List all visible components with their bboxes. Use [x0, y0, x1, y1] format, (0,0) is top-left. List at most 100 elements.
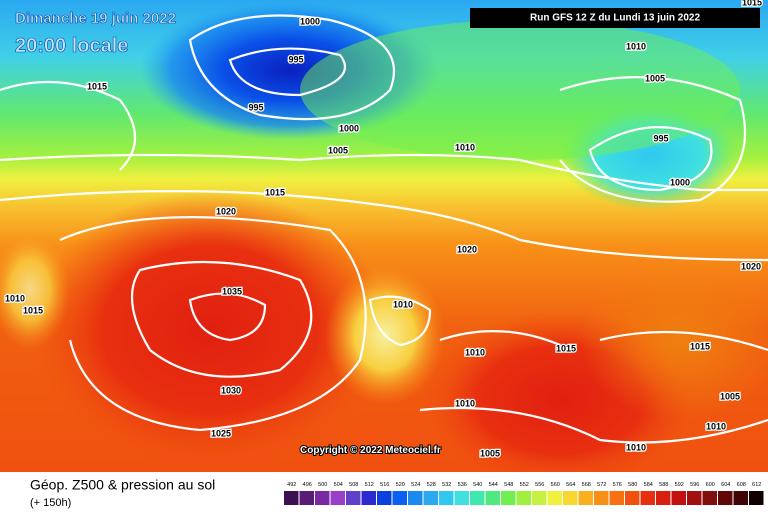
scale-label: 532 — [442, 482, 451, 488]
isobar-label: 1000 — [670, 177, 690, 187]
isobar-label: 1010 — [393, 299, 413, 309]
scale-label: 544 — [489, 482, 498, 488]
isobar-label: 995 — [653, 133, 668, 143]
isobar-label: 1020 — [457, 244, 477, 254]
scale-swatch — [733, 491, 748, 505]
scale-swatch — [547, 491, 562, 505]
scale-swatch — [284, 491, 299, 505]
scale-label: 540 — [473, 482, 482, 488]
scale-label: 508 — [349, 482, 358, 488]
scale-label: 536 — [458, 482, 467, 488]
isobar-label: 1005 — [720, 391, 740, 401]
scale-swatch — [609, 491, 624, 505]
scale-label: 600 — [706, 482, 715, 488]
scale-swatch — [377, 491, 392, 505]
isobar-label: 1010 — [5, 293, 25, 303]
isobar-label: 1015 — [265, 187, 285, 197]
scale-swatch — [625, 491, 640, 505]
isobar-label: 1005 — [645, 73, 665, 83]
scale-swatch — [563, 491, 578, 505]
isobar-label: 1000 — [300, 16, 320, 26]
scale-label: 520 — [396, 482, 405, 488]
scale-label: 556 — [535, 482, 544, 488]
scale-label: 612 — [752, 482, 761, 488]
scale-swatch — [439, 491, 454, 505]
scale-swatch — [485, 491, 500, 505]
scale-label: 564 — [566, 482, 575, 488]
isobar-label: 1015 — [690, 341, 710, 351]
scale-label: 584 — [644, 482, 653, 488]
scale-swatch — [594, 491, 609, 505]
isobar-label: 1015 — [23, 305, 43, 315]
isobar-label: 1025 — [211, 428, 231, 438]
scale-label: 548 — [504, 482, 513, 488]
scale-swatch — [501, 491, 516, 505]
scale-swatch — [656, 491, 671, 505]
field — [0, 0, 768, 490]
isobar-label: 1010 — [455, 142, 475, 152]
scale-label: 576 — [613, 482, 622, 488]
scale-swatch — [687, 491, 702, 505]
scale-swatch — [702, 491, 717, 505]
scale-swatch — [578, 491, 593, 505]
scale-swatch — [470, 491, 485, 505]
copyright: Copyright © 2022 Meteociel.fr — [300, 445, 441, 456]
run-box — [470, 8, 760, 28]
isobar-label: 1030 — [221, 385, 241, 395]
time: 20:00 locale — [15, 35, 128, 57]
scale-swatch — [361, 491, 376, 505]
legend-lead: (+ 150h) — [30, 497, 71, 509]
isobar-label: 1010 — [465, 347, 485, 357]
isobar-label: 1010 — [455, 398, 475, 408]
scale-swatch — [299, 491, 314, 505]
scale-label: 592 — [675, 482, 684, 488]
isobar-label: 1015 — [556, 343, 576, 353]
isobar-label: 1015 — [87, 81, 107, 91]
scale-swatch — [671, 491, 686, 505]
scale-swatch — [640, 491, 655, 505]
scale-swatch — [749, 491, 764, 505]
legend-title: Géop. Z500 & pression au sol — [30, 477, 215, 493]
scale-swatch — [516, 491, 531, 505]
isobar-label: 1005 — [328, 145, 348, 155]
isobar-label: 1010 — [626, 442, 646, 452]
scale-swatch — [718, 491, 733, 505]
scale-label: 492 — [287, 482, 296, 488]
isobar-label: 1020 — [216, 206, 236, 216]
scale-swatch — [454, 491, 469, 505]
isobar-label: 995 — [248, 102, 263, 112]
isobar-label: 1035 — [222, 286, 242, 296]
isobar-label: 1015 — [742, 0, 762, 7]
scale-label: 568 — [582, 482, 591, 488]
scale-label: 500 — [318, 482, 327, 488]
scale-label: 572 — [597, 482, 606, 488]
scale-label: 516 — [380, 482, 389, 488]
scale-label: 588 — [659, 482, 668, 488]
isobar-label: 1010 — [706, 421, 726, 431]
scale-label: 560 — [551, 482, 560, 488]
scale-label: 580 — [628, 482, 637, 488]
run-info: Run GFS 12 Z du Lundi 13 juin 2022 — [530, 13, 700, 24]
scale-label: 524 — [411, 482, 420, 488]
isobar-label: 1020 — [741, 261, 761, 271]
scale-swatch — [315, 491, 330, 505]
scale-swatch — [392, 491, 407, 505]
scale-label: 552 — [520, 482, 529, 488]
date: Dimanche 19 juin 2022 — [15, 10, 176, 27]
isobar-label: 1000 — [339, 123, 359, 133]
scale-label: 512 — [365, 482, 374, 488]
scale-label: 604 — [721, 482, 730, 488]
scale-label: 496 — [303, 482, 312, 488]
scale-label: 596 — [690, 482, 699, 488]
isobar-label: 1010 — [626, 41, 646, 51]
isobars — [0, 14, 768, 444]
scale-label: 608 — [737, 482, 746, 488]
scale-swatch — [346, 491, 361, 505]
scale-swatch — [330, 491, 345, 505]
isobar-label: 995 — [288, 54, 303, 64]
scale-swatch — [532, 491, 547, 505]
scale-swatch — [423, 491, 438, 505]
scale-swatch — [408, 491, 423, 505]
scale-label: 528 — [427, 482, 436, 488]
